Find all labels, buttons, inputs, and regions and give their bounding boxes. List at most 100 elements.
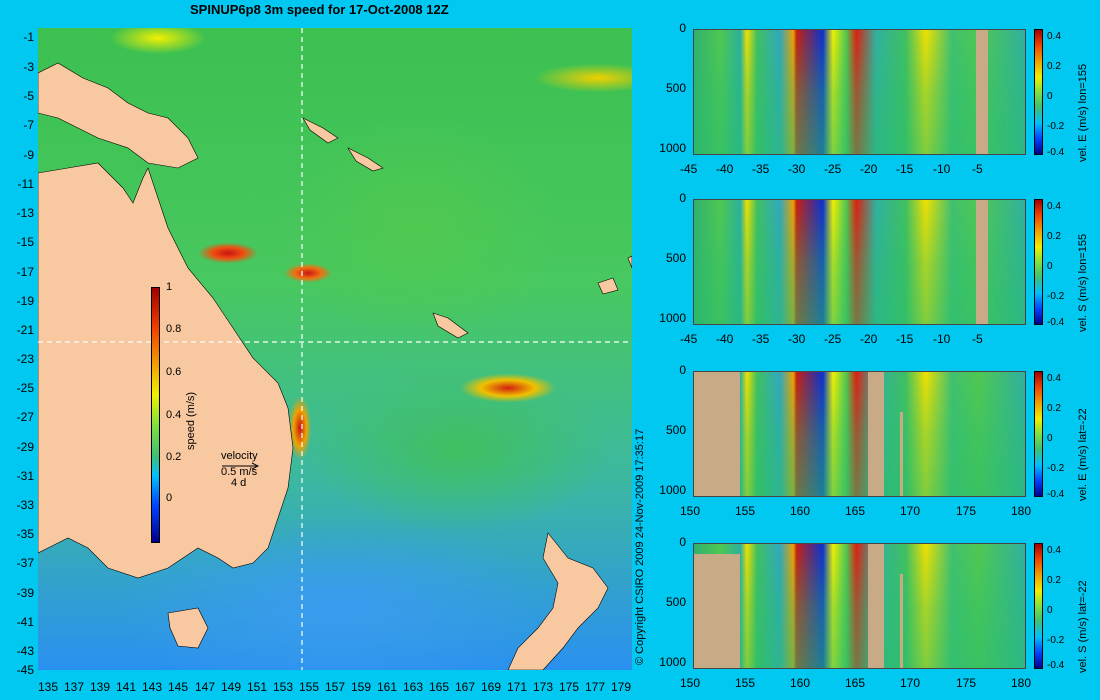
velocity-key-speed: 0.5 m/s bbox=[221, 466, 258, 478]
panel-y-tick: 500 bbox=[665, 423, 686, 437]
panel-y-tick: 1000 bbox=[659, 483, 686, 497]
map-x-tick: 153 bbox=[272, 680, 294, 694]
panel-label: vel. E (m/s) lat=-22 bbox=[1077, 408, 1089, 501]
panel-y-tick: 500 bbox=[665, 595, 686, 609]
page-title: SPINUP6p8 3m speed for 17-Oct-2008 12Z bbox=[190, 2, 449, 17]
map-land-svg bbox=[38, 28, 632, 670]
map-x-tick: 175 bbox=[558, 680, 580, 694]
panel-x-tick: 180 bbox=[1011, 676, 1032, 690]
panel-y-tick: 500 bbox=[665, 251, 686, 265]
panel-colorbar bbox=[1034, 199, 1043, 325]
map-y-tick: -31 bbox=[16, 469, 34, 483]
panel-x-tick: 175 bbox=[956, 676, 977, 690]
map-y-tick: -43 bbox=[16, 644, 34, 658]
colorbar-tick: 0.4 bbox=[166, 409, 182, 421]
map-x-tick: 159 bbox=[350, 680, 372, 694]
colorbar-tick: 0.8 bbox=[166, 323, 182, 335]
panel-x-tick: -35 bbox=[752, 332, 770, 346]
speed-map bbox=[38, 28, 632, 670]
map-x-tick: 165 bbox=[428, 680, 450, 694]
panel-x-tick: 150 bbox=[680, 504, 701, 518]
panel-x-tick: 180 bbox=[1011, 504, 1032, 518]
section-panel-2 bbox=[693, 199, 1026, 325]
map-x-tick: 143 bbox=[141, 680, 163, 694]
panel-x-tick: -5 bbox=[972, 332, 983, 346]
map-x-tick: 141 bbox=[115, 680, 137, 694]
panel-x-tick: -25 bbox=[824, 332, 842, 346]
map-y-tick: -11 bbox=[17, 177, 34, 191]
panel-x-tick: -30 bbox=[788, 332, 806, 346]
panel-x-tick: -40 bbox=[716, 332, 734, 346]
map-x-tick: 167 bbox=[454, 680, 476, 694]
section-panel-3 bbox=[693, 371, 1026, 497]
map-y-tick: -39 bbox=[16, 586, 34, 600]
map-y-tick: -41 bbox=[16, 615, 34, 629]
panel-x-tick: -10 bbox=[933, 162, 951, 176]
map-y-tick: -15 bbox=[16, 235, 34, 249]
panel-cbar-tick: -0.4 bbox=[1047, 489, 1065, 500]
colorbar-tick: 0.6 bbox=[166, 366, 182, 378]
map-y-tick: -27 bbox=[16, 410, 34, 424]
panel-y-tick: 0 bbox=[679, 363, 686, 377]
panel-x-tick: -10 bbox=[933, 332, 951, 346]
panel-x-tick: 165 bbox=[845, 504, 866, 518]
panel-x-tick: -20 bbox=[860, 162, 878, 176]
panel-y-tick: 0 bbox=[679, 535, 686, 549]
colorbar-tick: 0.2 bbox=[166, 451, 182, 463]
panel-cbar-tick: 0.2 bbox=[1047, 403, 1061, 414]
map-y-tick: -29 bbox=[16, 440, 34, 454]
section-land bbox=[868, 544, 884, 668]
panel-cbar-tick: -0.2 bbox=[1047, 463, 1065, 474]
panel-cbar-tick: 0 bbox=[1047, 261, 1053, 272]
panel-x-tick: -30 bbox=[788, 162, 806, 176]
panel-cbar-tick: 0.2 bbox=[1047, 231, 1061, 242]
map-y-tick: -37 bbox=[16, 556, 34, 570]
panel-x-tick: -5 bbox=[972, 162, 983, 176]
panel-label: vel. S (m/s) lon=155 bbox=[1077, 233, 1089, 332]
section-land bbox=[694, 554, 740, 668]
section-land bbox=[694, 372, 740, 496]
panel-y-tick: 0 bbox=[679, 21, 686, 35]
panel-cbar-tick: 0 bbox=[1047, 605, 1053, 616]
panel-x-tick: -25 bbox=[824, 162, 842, 176]
velocity-key-title: velocity bbox=[221, 450, 258, 462]
section-panel-1 bbox=[693, 29, 1026, 155]
panel-x-tick: 160 bbox=[790, 676, 811, 690]
map-y-tick: -5 bbox=[23, 89, 34, 103]
panel-cbar-tick: -0.4 bbox=[1047, 660, 1065, 671]
panel-cbar-tick: 0.4 bbox=[1047, 373, 1061, 384]
map-y-tick: -25 bbox=[16, 381, 34, 395]
panel-x-tick: -20 bbox=[860, 332, 878, 346]
colorbar-tick: 1 bbox=[166, 281, 173, 293]
map-x-tick: 147 bbox=[194, 680, 216, 694]
panel-cbar-tick: 0 bbox=[1047, 91, 1053, 102]
map-y-tick: -35 bbox=[16, 527, 34, 541]
panel-cbar-tick: -0.2 bbox=[1047, 291, 1065, 302]
land-fiji bbox=[597, 255, 632, 295]
panel-colorbar bbox=[1034, 371, 1043, 497]
panel-y-tick: 1000 bbox=[659, 141, 686, 155]
land-tasmania bbox=[167, 607, 209, 649]
section-land bbox=[900, 412, 903, 496]
panel-x-tick: -35 bbox=[752, 162, 770, 176]
panel-x-tick: 175 bbox=[956, 504, 977, 518]
land-new-zealand bbox=[507, 532, 609, 670]
velocity-arrow-icon bbox=[222, 462, 260, 470]
panel-y-tick: 0 bbox=[679, 191, 686, 205]
panel-y-tick: 1000 bbox=[659, 311, 686, 325]
map-y-tick: -33 bbox=[16, 498, 34, 512]
panel-x-tick: 165 bbox=[845, 676, 866, 690]
speed-colorbar bbox=[151, 287, 160, 543]
map-y-tick: -13 bbox=[16, 206, 34, 220]
land-australia bbox=[38, 162, 294, 579]
map-y-tick: -45 bbox=[16, 663, 34, 677]
panel-x-tick: 170 bbox=[900, 504, 921, 518]
panel-x-tick: 150 bbox=[680, 676, 701, 690]
panel-y-tick: 500 bbox=[665, 81, 686, 95]
map-x-tick: 135 bbox=[37, 680, 59, 694]
map-y-tick: -19 bbox=[16, 294, 34, 308]
panel-label: vel. E (m/s) lon=155 bbox=[1077, 63, 1089, 162]
map-x-tick: 177 bbox=[584, 680, 606, 694]
panel-cbar-tick: 0.2 bbox=[1047, 575, 1061, 586]
panel-x-tick: 170 bbox=[900, 676, 921, 690]
